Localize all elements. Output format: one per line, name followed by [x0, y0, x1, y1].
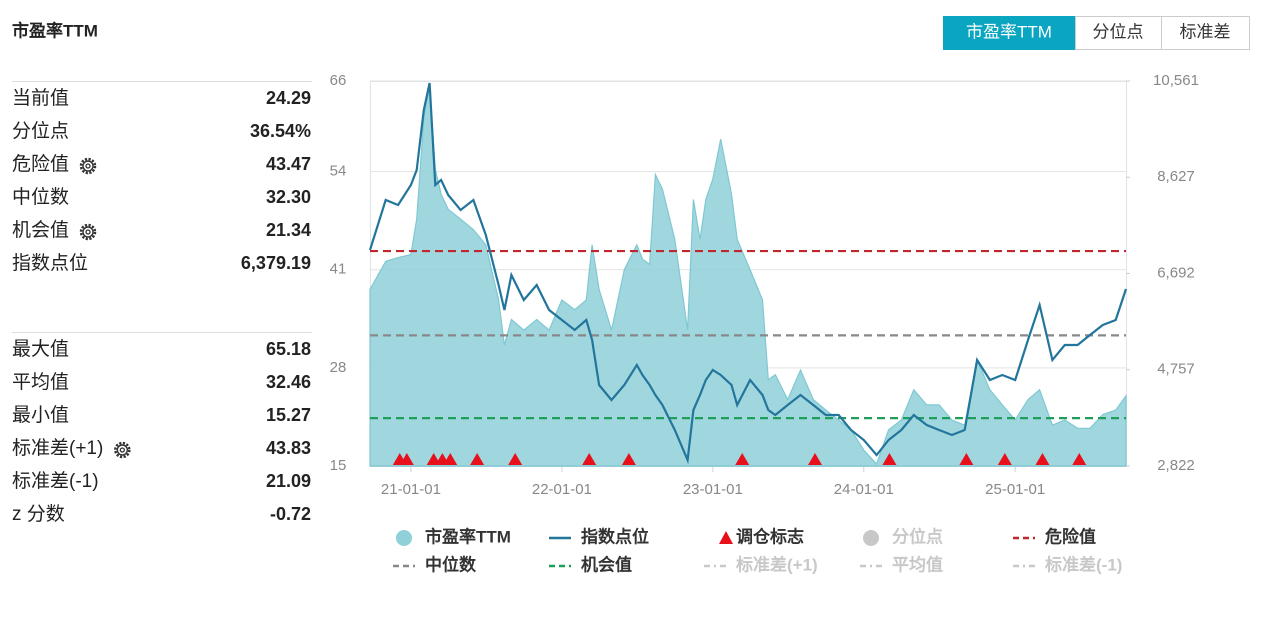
x-tick-label: 21-01-01	[381, 481, 441, 498]
gear-body	[116, 444, 129, 456]
stat-label: z 分数	[12, 503, 65, 525]
stat-value: 32.30	[266, 187, 311, 207]
legend-item[interactable]: 标准差(+1)	[704, 554, 818, 574]
stat-value: 65.18	[266, 339, 311, 359]
stat-label: 当前值	[12, 87, 69, 109]
stat-value: 43.83	[266, 438, 311, 458]
stat-label: 最大值	[12, 338, 69, 360]
gear-teeth	[79, 157, 97, 175]
legend-label[interactable]: 市盈率TTM	[425, 526, 511, 546]
legend-marker	[863, 530, 879, 546]
gear-icon[interactable]	[79, 223, 97, 241]
y2-tick-label: 2,822	[1157, 457, 1195, 474]
legend-label[interactable]: 机会值	[581, 554, 632, 574]
stat-label: 指数点位	[12, 252, 88, 274]
gear-hole	[85, 229, 91, 235]
gear-teeth	[114, 441, 131, 459]
rebalance-marker	[1072, 453, 1087, 465]
legend-item[interactable]: 分位点	[863, 526, 943, 546]
gear-icon[interactable]	[79, 157, 97, 175]
x-tick-label: 22-01-01	[532, 481, 592, 498]
page-title: 市盈率TTM	[12, 20, 98, 40]
stat-value: 43.47	[266, 154, 311, 174]
stat-label: 最小值	[12, 404, 69, 426]
gear-hole	[119, 447, 125, 453]
stat-value: 15.27	[266, 405, 311, 425]
gear-hole	[85, 163, 91, 169]
gear-icon[interactable]	[114, 441, 131, 459]
stat-value: 36.54%	[250, 121, 311, 141]
y2-tick-label: 6,692	[1157, 264, 1195, 281]
stat-label: 标准差(-1)	[12, 470, 99, 492]
stat-label: 机会值	[12, 219, 69, 241]
stat-value: 21.34	[266, 220, 311, 240]
x-tick-label: 25-01-01	[985, 481, 1045, 498]
stat-value: 24.29	[266, 88, 311, 108]
stat-value: 6,379.19	[241, 253, 311, 273]
index-line	[368, 82, 1128, 465]
legend-label[interactable]: 中位数	[425, 554, 477, 574]
pe-area	[369, 87, 1127, 467]
tab-label[interactable]: 标准差	[1180, 22, 1231, 41]
gear-teeth	[79, 223, 97, 241]
rebalance-marker	[882, 453, 897, 465]
legend-label[interactable]: 标准差(-1)	[1045, 554, 1122, 574]
legend-marker	[719, 531, 733, 544]
y2-tick-label: 4,757	[1157, 361, 1195, 378]
stat-label: 标准差(+1)	[12, 437, 103, 459]
x-tick-label: 23-01-01	[683, 481, 743, 498]
stat-label: 平均值	[12, 371, 69, 393]
rebalance-marker	[582, 453, 597, 465]
stat-label: 危险值	[12, 153, 69, 175]
tab-label[interactable]: 分位点	[1093, 22, 1144, 41]
legend-label[interactable]: 指数点位	[581, 526, 649, 546]
tab-label[interactable]: 市盈率TTM	[966, 22, 1052, 41]
rebalance-marker	[997, 453, 1012, 465]
y2-tick-label: 8,627	[1157, 168, 1195, 185]
y-tick-label: 66	[330, 72, 347, 89]
stat-label: 分位点	[12, 120, 69, 142]
rebalance-marker	[508, 453, 523, 465]
rebalance-marker	[959, 453, 974, 465]
rebalance-marker	[1035, 453, 1050, 465]
stat-value: -0.72	[270, 504, 311, 524]
y-tick-label: 41	[330, 261, 347, 278]
legend-item[interactable]: 危险值	[1013, 526, 1096, 546]
legend-label[interactable]: 危险值	[1044, 526, 1096, 546]
tab[interactable]	[1161, 16, 1250, 50]
tab[interactable]	[1075, 16, 1162, 50]
x-tick-label: 24-01-01	[834, 481, 894, 498]
legend-item[interactable]: 指数点位	[549, 526, 649, 546]
legend-label[interactable]: 标准差(+1)	[736, 554, 818, 574]
rebalance-marker	[621, 453, 636, 465]
stat-label: 中位数	[12, 186, 69, 208]
legend-marker	[396, 530, 412, 546]
y-tick-label: 15	[330, 457, 347, 474]
stat-value: 21.09	[266, 471, 311, 491]
legend-label[interactable]: 分位点	[892, 526, 943, 546]
legend-item[interactable]: 标准差(-1)	[1013, 554, 1122, 574]
stat-value: 32.46	[266, 372, 311, 392]
legend-item[interactable]: 中位数	[393, 554, 477, 574]
y-tick-label: 28	[330, 359, 347, 376]
gear-body	[82, 226, 94, 238]
legend-label[interactable]: 调仓标志	[736, 526, 804, 546]
legend-item[interactable]: 市盈率TTM	[396, 526, 511, 546]
rebalance-marker	[735, 453, 750, 465]
y2-tick-label: 10,561	[1153, 72, 1199, 89]
legend-label[interactable]: 平均值	[892, 554, 943, 574]
rebalance-marker	[470, 453, 485, 465]
rebalance-marker	[399, 453, 414, 465]
tab[interactable]	[943, 16, 1076, 50]
gear-body	[82, 160, 94, 172]
legend-item[interactable]: 机会值	[549, 554, 632, 574]
legend-item[interactable]: 调仓标志	[719, 526, 804, 546]
rebalance-marker	[807, 453, 822, 465]
rebalance-marker	[443, 453, 458, 465]
y-tick-label: 54	[330, 163, 347, 180]
legend-item[interactable]: 平均值	[860, 554, 943, 574]
